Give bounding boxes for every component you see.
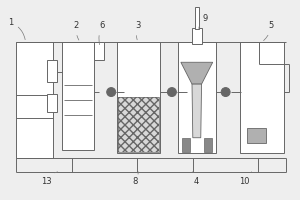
Text: 8: 8: [132, 171, 138, 186]
Text: 4: 4: [193, 171, 198, 186]
Text: 9: 9: [199, 14, 207, 28]
Text: 13: 13: [41, 172, 58, 186]
Bar: [117, 42, 160, 153]
Circle shape: [107, 88, 116, 97]
Text: 3: 3: [135, 21, 141, 40]
Circle shape: [221, 88, 230, 97]
Text: 2: 2: [74, 21, 79, 40]
Bar: [178, 42, 216, 153]
Bar: [118, 97, 159, 152]
Circle shape: [167, 88, 176, 97]
Bar: [47, 94, 57, 112]
Bar: [195, 7, 199, 28]
Bar: [94, 42, 104, 60]
Bar: [16, 42, 53, 158]
Polygon shape: [181, 62, 213, 84]
Text: 10: 10: [239, 171, 251, 186]
Bar: [182, 138, 190, 152]
Text: 1: 1: [8, 18, 25, 40]
Bar: [247, 128, 266, 143]
Bar: [240, 42, 284, 153]
Text: 6: 6: [99, 21, 105, 45]
Bar: [62, 42, 94, 150]
Bar: [118, 97, 159, 152]
Bar: [192, 28, 202, 44]
Bar: [47, 60, 57, 82]
Text: 5: 5: [264, 21, 274, 41]
Bar: [204, 138, 212, 152]
Polygon shape: [192, 84, 202, 138]
